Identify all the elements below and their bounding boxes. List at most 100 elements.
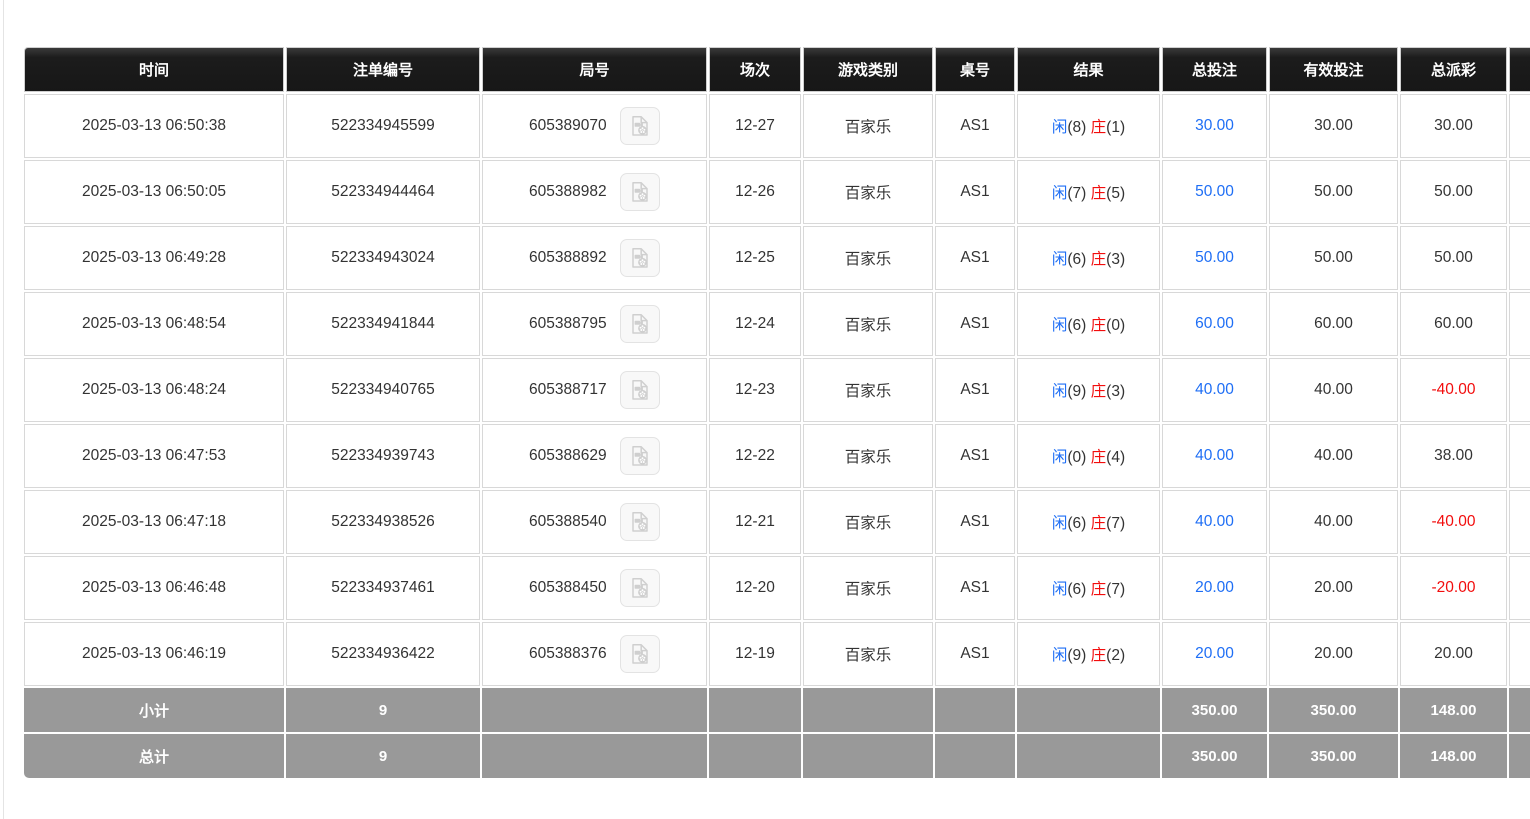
table-no-cell: AS1 (935, 490, 1015, 554)
table-no-cell: AS1 (935, 160, 1015, 224)
bet-id-cell: 522334940765 (286, 358, 480, 422)
banker-result-label: 庄 (1090, 449, 1107, 466)
player-result-label: 闲 (1051, 647, 1068, 664)
video-replay-button[interactable] (619, 107, 660, 145)
total-bet-link[interactable]: 20.00 (1195, 645, 1234, 662)
extra-cell (1509, 358, 1530, 422)
video-replay-button[interactable] (619, 635, 660, 673)
video-file-icon (632, 248, 648, 268)
extra-cell (1509, 622, 1530, 686)
col-header-table-no: 桌号 (935, 47, 1015, 92)
grand-total-session-cell (709, 734, 801, 778)
video-replay-button[interactable] (619, 371, 660, 409)
bet-row: 2025-03-13 06:50:38 522334945599 605389070… (24, 94, 1530, 158)
video-replay-button[interactable] (619, 173, 660, 211)
grand-total-total-bet-cell: 350.00 (1162, 734, 1267, 778)
valid-bet-cell: 40.00 (1269, 424, 1398, 488)
banker-result-value: (5) (1106, 185, 1126, 202)
payout-cell: 50.00 (1400, 160, 1507, 224)
subtotal-total-bet-cell: 350.00 (1162, 688, 1267, 732)
video-replay-button[interactable] (619, 503, 660, 541)
session-cell: 12-27 (709, 94, 801, 158)
player-result-value: (6) (1067, 515, 1091, 532)
player-result-label: 闲 (1051, 185, 1068, 202)
subtotal-extra-cell (1509, 688, 1530, 732)
valid-bet-cell: 30.00 (1269, 94, 1398, 158)
bet-row: 2025-03-13 06:49:28 522334943024 605388892… (24, 226, 1530, 290)
total-bet-link[interactable]: 40.00 (1195, 381, 1234, 398)
player-result-label: 闲 (1051, 251, 1068, 268)
col-header-result: 结果 (1017, 47, 1160, 92)
banker-result-label: 庄 (1090, 317, 1107, 334)
extra-cell (1509, 94, 1530, 158)
valid-bet-cell: 50.00 (1269, 160, 1398, 224)
bet-row: 2025-03-13 06:48:24 522334940765 605388717… (24, 358, 1530, 422)
subtotal-row: 小计 9 350.00 350.00 148.00 (24, 688, 1530, 732)
session-cell: 12-25 (709, 226, 801, 290)
grand-total-game-type-cell (803, 734, 933, 778)
round-number: 605388450 (529, 579, 607, 597)
result-cell: 闲(9) 庄(3) (1017, 358, 1160, 422)
video-replay-button[interactable] (619, 569, 660, 607)
total-bet-link[interactable]: 40.00 (1195, 513, 1234, 530)
bet-row: 2025-03-13 06:48:54 522334941844 605388795… (24, 292, 1530, 356)
game-type-cell: 百家乐 (803, 292, 933, 356)
round-cell: 605388376 (482, 622, 707, 686)
total-bet-cell: 50.00 (1162, 226, 1267, 290)
player-result-label: 闲 (1051, 317, 1068, 334)
grand-total-row: 总计 9 350.00 350.00 148.00 (24, 734, 1530, 778)
time-cell: 2025-03-13 06:46:48 (24, 556, 284, 620)
player-result-value: (6) (1067, 317, 1091, 334)
col-header-session: 场次 (709, 47, 801, 92)
bet-history-table: 时间 注单编号 局号 场次 游戏类别 桌号 结果 总投注 有效投注 总派彩 2025-03-13 … (22, 45, 1530, 780)
payout-cell: -40.00 (1400, 490, 1507, 554)
player-result-label: 闲 (1051, 449, 1068, 466)
player-result-value: (7) (1067, 185, 1091, 202)
video-replay-button[interactable] (619, 437, 660, 475)
subtotal-payout-cell: 148.00 (1400, 688, 1507, 732)
subtotal-round-cell (482, 688, 707, 732)
bet-id-cell: 522334945599 (286, 94, 480, 158)
total-bet-link[interactable]: 40.00 (1195, 447, 1234, 464)
col-header-payout: 总派彩 (1400, 47, 1507, 92)
subtotal-result-cell (1017, 688, 1160, 732)
total-bet-link[interactable]: 60.00 (1195, 315, 1234, 332)
grand-total-valid-bet-cell: 350.00 (1269, 734, 1398, 778)
total-bet-link[interactable]: 50.00 (1195, 183, 1234, 200)
round-number: 605388376 (529, 645, 607, 663)
bet-id-cell: 522334937461 (286, 556, 480, 620)
round-cell: 605388892 (482, 226, 707, 290)
time-cell: 2025-03-13 06:48:24 (24, 358, 284, 422)
total-bet-link[interactable]: 20.00 (1195, 579, 1234, 596)
session-cell: 12-19 (709, 622, 801, 686)
video-replay-button[interactable] (619, 239, 660, 277)
round-cell: 605388982 (482, 160, 707, 224)
valid-bet-cell: 60.00 (1269, 292, 1398, 356)
valid-bet-cell: 40.00 (1269, 490, 1398, 554)
grand-total-label-cell: 总计 (24, 734, 284, 778)
round-cell: 605388540 (482, 490, 707, 554)
table-header-row: 时间 注单编号 局号 场次 游戏类别 桌号 结果 总投注 有效投注 总派彩 (24, 47, 1530, 92)
extra-cell (1509, 292, 1530, 356)
grand-total-extra-cell (1509, 734, 1530, 778)
table-no-cell: AS1 (935, 424, 1015, 488)
session-cell: 12-23 (709, 358, 801, 422)
table-no-cell: AS1 (935, 358, 1015, 422)
round-number: 605388629 (529, 447, 607, 465)
total-bet-link[interactable]: 30.00 (1195, 117, 1234, 134)
round-cell: 605388717 (482, 358, 707, 422)
grand-total-count-cell: 9 (286, 734, 480, 778)
grand-total-table-no-cell (935, 734, 1015, 778)
bet-row: 2025-03-13 06:47:18 522334938526 605388540… (24, 490, 1530, 554)
col-header-time: 时间 (24, 47, 284, 92)
video-file-icon (632, 578, 648, 598)
total-bet-link[interactable]: 50.00 (1195, 249, 1234, 266)
payout-cell: 30.00 (1400, 94, 1507, 158)
col-header-game-type: 游戏类别 (803, 47, 933, 92)
extra-cell (1509, 490, 1530, 554)
session-cell: 12-22 (709, 424, 801, 488)
video-replay-button[interactable] (619, 305, 660, 343)
col-header-total-bet: 总投注 (1162, 47, 1267, 92)
game-type-cell: 百家乐 (803, 490, 933, 554)
video-file-icon (632, 644, 648, 664)
